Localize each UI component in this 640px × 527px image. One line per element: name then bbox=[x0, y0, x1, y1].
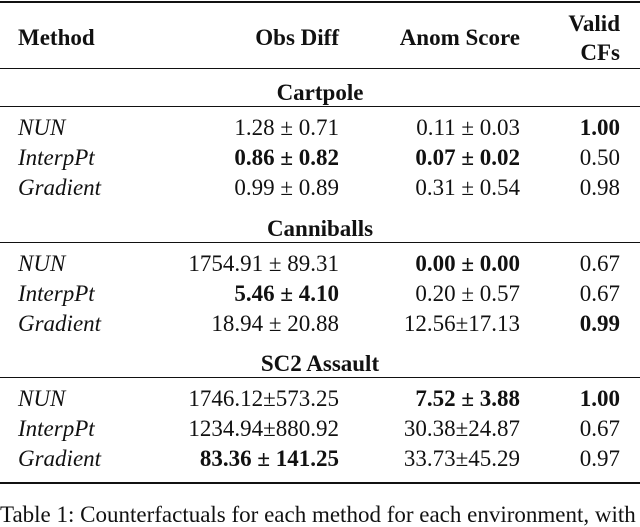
anom-score-cell: 12.56±17.13 bbox=[403, 311, 520, 336]
header-method: Method bbox=[18, 25, 95, 50]
obs-diff-cell: 1746.12±573.25 bbox=[188, 386, 339, 411]
table-rule bbox=[0, 1, 640, 3]
table-rule bbox=[0, 377, 640, 378]
valid-cfs-cell: 1.00 bbox=[579, 115, 620, 140]
anom-score-cell: 0.31 ± 0.54 bbox=[415, 175, 520, 200]
valid-cfs-cell: 0.97 bbox=[579, 446, 620, 471]
valid-cfs-cell: 1.00 bbox=[579, 386, 620, 411]
method-cell: InterpPt bbox=[18, 281, 95, 306]
valid-cfs-cell: 0.99 bbox=[579, 311, 620, 336]
table-rule bbox=[0, 68, 640, 69]
method-cell: NUN bbox=[18, 115, 66, 140]
method-cell: Gradient bbox=[18, 311, 102, 336]
obs-diff-cell: 5.46 ± 4.10 bbox=[234, 281, 339, 306]
valid-cfs-cell: 0.67 bbox=[579, 251, 620, 276]
method-cell: NUN bbox=[18, 251, 66, 276]
obs-diff-cell: 83.36 ± 141.25 bbox=[199, 446, 339, 471]
obs-diff-cell: 1754.91 ± 89.31 bbox=[188, 251, 339, 276]
table-rule bbox=[0, 106, 640, 107]
header-obs-diff: Obs Diff bbox=[255, 25, 339, 50]
anom-score-cell: 30.38±24.87 bbox=[403, 416, 520, 441]
valid-cfs-cell: 0.98 bbox=[579, 175, 620, 200]
obs-diff-cell: 0.99 ± 0.89 bbox=[234, 175, 339, 200]
valid-cfs-cell: 0.67 bbox=[579, 416, 620, 441]
table-rule bbox=[0, 242, 640, 243]
anom-score-cell: 0.07 ± 0.02 bbox=[415, 145, 520, 170]
obs-diff-cell: 18.94 ± 20.88 bbox=[211, 311, 339, 336]
method-cell: InterpPt bbox=[18, 145, 95, 170]
anom-score-cell: 33.73±45.29 bbox=[403, 446, 520, 471]
header-cfs: CFs bbox=[580, 40, 620, 65]
anom-score-cell: 0.11 ± 0.03 bbox=[416, 115, 520, 140]
method-cell: NUN bbox=[18, 386, 66, 411]
obs-diff-cell: 0.86 ± 0.82 bbox=[234, 145, 339, 170]
method-cell: InterpPt bbox=[18, 416, 95, 441]
section-title: Cartpole bbox=[276, 80, 364, 105]
header-valid: Valid bbox=[568, 11, 620, 36]
obs-diff-cell: 1234.94±880.92 bbox=[188, 416, 339, 441]
method-cell: Gradient bbox=[18, 175, 102, 200]
section-title: Canniballs bbox=[266, 216, 374, 241]
method-cell: Gradient bbox=[18, 446, 102, 471]
valid-cfs-cell: 0.67 bbox=[579, 281, 620, 306]
anom-score-cell: 7.52 ± 3.88 bbox=[415, 386, 520, 411]
obs-diff-cell: 1.28 ± 0.71 bbox=[234, 115, 339, 140]
anom-score-cell: 0.20 ± 0.57 bbox=[415, 281, 520, 306]
header-anom-score: Anom Score bbox=[399, 25, 520, 50]
valid-cfs-cell: 0.50 bbox=[579, 145, 620, 170]
section-title: SC2 Assault bbox=[260, 351, 380, 376]
table-rule bbox=[0, 482, 640, 484]
anom-score-cell: 0.00 ± 0.00 bbox=[415, 251, 520, 276]
